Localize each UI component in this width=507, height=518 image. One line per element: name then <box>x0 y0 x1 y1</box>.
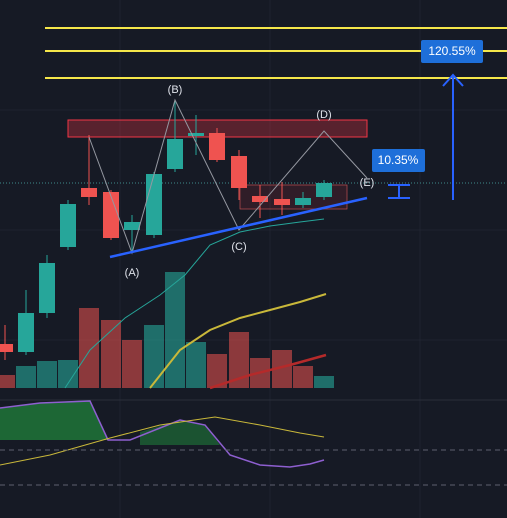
candle-body <box>167 139 183 169</box>
wave-label: (E) <box>360 177 375 189</box>
arrow-head <box>442 73 464 87</box>
candle-body <box>81 188 97 197</box>
candle-body <box>103 192 119 238</box>
volume-bar <box>101 320 121 388</box>
volume-bar <box>58 360 78 388</box>
candles <box>0 100 332 360</box>
target-tag <box>372 149 425 172</box>
trend-line <box>109 196 368 259</box>
candle-body <box>231 156 247 188</box>
candle-body <box>209 133 225 160</box>
target-tag <box>421 40 483 63</box>
volume-bar <box>16 366 36 388</box>
oscillator-line <box>0 400 325 468</box>
volume-bar <box>79 308 99 388</box>
volume <box>0 272 334 388</box>
moving-average <box>149 293 327 389</box>
candle-body <box>0 344 13 352</box>
candle-body <box>295 198 311 205</box>
wave-label: (D) <box>316 109 331 121</box>
candle-body <box>146 174 162 235</box>
volume-bar <box>272 350 292 388</box>
candle-body <box>274 199 290 205</box>
candle-body <box>39 263 55 313</box>
volume-bar <box>122 340 142 388</box>
candle-body <box>252 196 268 202</box>
volume-bar <box>0 375 15 388</box>
volume-bar <box>144 325 164 388</box>
volume-bar <box>314 376 334 388</box>
target-arrow <box>442 73 464 200</box>
candle-body <box>60 204 76 247</box>
candle-body <box>18 313 34 352</box>
oscillator-area <box>0 400 108 440</box>
wave-path <box>88 98 368 255</box>
wave-label: (A) <box>125 267 140 279</box>
target-label: 10.35% <box>378 153 419 167</box>
volume-bar <box>229 332 249 388</box>
candle-body <box>316 183 332 197</box>
volume-bar <box>186 342 206 388</box>
wave-label: (C) <box>231 241 246 253</box>
volume-bar <box>207 354 227 388</box>
volume-bar <box>293 366 313 388</box>
volume-bar <box>37 361 57 388</box>
volume-bar <box>165 272 185 388</box>
candle-body <box>124 222 140 230</box>
wave-label: (B) <box>168 84 183 96</box>
candle-body <box>188 133 204 136</box>
signal-line <box>0 416 325 466</box>
moving-average <box>64 218 325 389</box>
target-label: 120.55% <box>428 44 476 58</box>
oscillator-area <box>140 420 220 445</box>
moving-average <box>209 353 327 390</box>
range-marker <box>388 184 410 199</box>
